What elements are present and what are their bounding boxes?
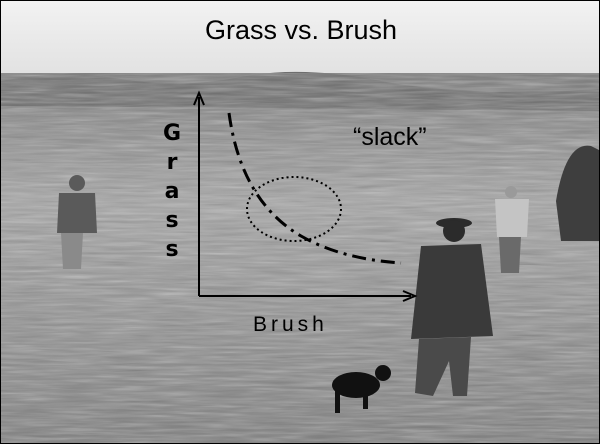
slide: Grass vs. Brush “slack” Grass Brush [0,0,600,444]
title: Grass vs. Brush [1,15,600,46]
y-axis-label: Grass [162,119,182,264]
slack-ellipse [247,177,341,241]
x-axis-label: Brush [253,313,328,337]
diagram [1,1,600,444]
annotation: “slack” [353,123,427,152]
